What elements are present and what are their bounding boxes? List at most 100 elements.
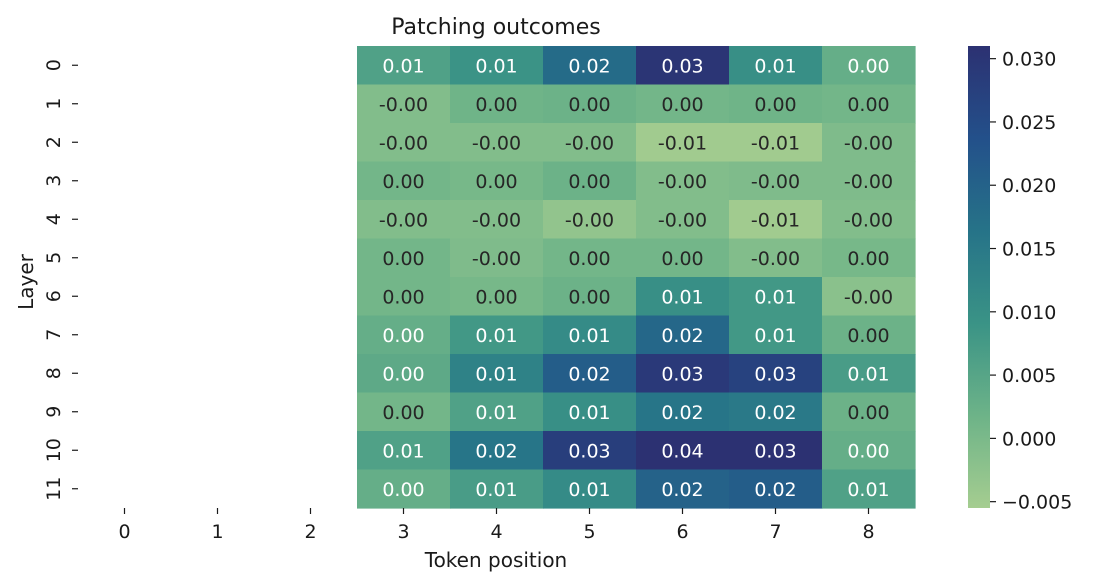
cell-label-r3-c7: -0.00 [751,171,800,193]
cell-label-r5-c5: 0.00 [568,248,610,270]
heatmap-cell-r2-c3 [357,123,451,163]
cell-label-r4-c3: -0.00 [379,209,428,231]
x-tick-label: 1 [211,521,223,543]
heatmap-cell-r3-c7 [729,161,823,201]
cell-label-r6-c8: -0.00 [844,286,893,308]
heatmap-cell-r2-c8 [822,123,916,163]
cell-label-r10-c4: 0.02 [475,440,517,462]
x-tick-label: 8 [862,521,874,543]
y-tick-label: 10 [43,438,65,462]
cell-label-r9-c5: 0.01 [568,402,610,424]
cell-label-r3-c4: 0.00 [475,171,517,193]
colorbar-tick-label: 0.000 [1002,428,1056,450]
cell-label-r10-c3: 0.01 [382,440,424,462]
heatmap-cells [357,46,916,509]
heatmap-cell-r5-c3 [357,238,451,278]
cell-label-r11-c5: 0.01 [568,479,610,501]
heatmap-cell-r1-c3 [357,84,451,124]
colorbar-tick-label: 0.025 [1002,112,1056,134]
cell-label-r1-c8: 0.00 [847,94,889,116]
cell-label-r0-c7: 0.01 [754,55,796,77]
cell-label-r7-c7: 0.01 [754,325,796,347]
cell-label-r4-c4: -0.00 [472,209,521,231]
cell-label-r3-c5: 0.00 [568,171,610,193]
heatmap-cell-r11-c3 [357,469,451,509]
colorbar-tick-label: −0.005 [1002,492,1072,514]
heatmap-cell-r3-c4 [450,161,544,201]
cell-label-r6-c3: 0.00 [382,286,424,308]
y-axis-label: Layer [14,253,38,310]
heatmap-cell-r10-c6 [636,431,730,471]
heatmap-cell-r4-c5 [543,200,637,240]
cell-label-r8-c8: 0.01 [847,363,889,385]
cell-label-r9-c4: 0.01 [475,402,517,424]
heatmap-cell-r9-c6 [636,392,730,432]
x-tick-label: 6 [676,521,688,543]
heatmap-cell-r2-c4 [450,123,544,163]
cell-label-r2-c6: -0.01 [658,132,707,154]
heatmap-cell-r1-c8 [822,84,916,124]
cell-label-r4-c7: -0.01 [751,209,800,231]
cell-label-r5-c4: -0.00 [472,248,521,270]
chart-title: Patching outcomes [391,15,600,40]
heatmap-cell-labels: 0.01 0.01 0.02 0.03 0.01 0.00 -0.00 0.00 0.00 0.0… [379,55,893,501]
heatmap-cell-r5-c5 [543,238,637,278]
heatmap-cell-r5-c7 [729,238,823,278]
heatmap-cell-r9-c4 [450,392,544,432]
heatmap-cell-r6-c5 [543,277,637,317]
x-axis-label: Token position [424,548,567,572]
cell-label-r8-c6: 0.03 [661,363,703,385]
cell-label-r6-c5: 0.00 [568,286,610,308]
cell-label-r5-c7: -0.00 [751,248,800,270]
heatmap-cell-r2-c6 [636,123,730,163]
heatmap-cell-r4-c8 [822,200,916,240]
heatmap-cell-r11-c8 [822,469,916,509]
y-tick-label: 7 [43,329,65,341]
y-tick-label: 1 [43,98,65,110]
heatmap-cell-r8-c3 [357,354,451,394]
heatmap-cell-r7-c8 [822,315,916,355]
heatmap-cell-r9-c3 [357,392,451,432]
cell-label-r8-c4: 0.01 [475,363,517,385]
heatmap-cell-r10-c5 [543,431,637,471]
heatmap-cell-r8-c6 [636,354,730,394]
y-tick-label: 9 [43,406,65,418]
colorbar: −0.005 0.000 0.005 0.010 0.015 0.020 0.025 0.03… [968,46,1072,514]
heatmap-cell-r3-c6 [636,161,730,201]
cell-label-r4-c8: -0.00 [844,209,893,231]
heatmap-cell-r8-c7 [729,354,823,394]
cell-label-r7-c6: 0.02 [661,325,703,347]
cell-label-r11-c8: 0.01 [847,479,889,501]
heatmap-cell-r3-c5 [543,161,637,201]
cell-label-r5-c8: 0.00 [847,248,889,270]
heatmap-cell-r7-c6 [636,315,730,355]
cell-label-r11-c3: 0.00 [382,479,424,501]
heatmap-cell-r11-c4 [450,469,544,509]
cell-label-r10-c8: 0.00 [847,440,889,462]
x-tick-label: 4 [490,521,502,543]
heatmap-cell-r11-c7 [729,469,823,509]
heatmap-cell-r10-c8 [822,431,916,471]
cell-label-r7-c5: 0.01 [568,325,610,347]
cell-label-r1-c7: 0.00 [754,94,796,116]
cell-label-r10-c7: 0.03 [754,440,796,462]
heatmap-cell-r0-c5 [543,46,637,86]
colorbar-tick-label: 0.015 [1002,239,1056,261]
cell-label-r9-c3: 0.00 [382,402,424,424]
cell-label-r8-c5: 0.02 [568,363,610,385]
heatmap-cell-r6-c6 [636,277,730,317]
cell-label-r1-c6: 0.00 [661,94,703,116]
heatmap-cell-r7-c3 [357,315,451,355]
cell-label-r1-c5: 0.00 [568,94,610,116]
x-axis: 0 1 2 3 4 5 6 7 8 [118,508,875,543]
colorbar-tick-label: 0.020 [1002,175,1056,197]
y-axis: 0 1 2 3 4 5 6 7 8 9 10 11 [43,59,78,501]
x-tick-label: 7 [769,521,781,543]
cell-label-r3-c6: -0.00 [658,171,707,193]
heatmap-cell-r1-c6 [636,84,730,124]
x-tick-label: 2 [304,521,316,543]
cell-label-r9-c8: 0.00 [847,402,889,424]
cell-label-r6-c6: 0.01 [661,286,703,308]
y-tick-label: 11 [43,477,65,501]
